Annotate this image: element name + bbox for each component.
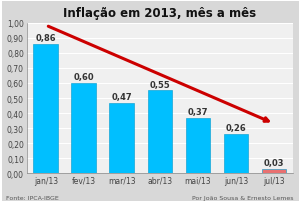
Title: Inflação em 2013, mês a mês: Inflação em 2013, mês a mês	[63, 7, 256, 20]
Text: 0,26: 0,26	[226, 123, 246, 133]
Bar	[33, 45, 58, 173]
Bar	[71, 84, 96, 173]
Text: 0,60: 0,60	[74, 73, 94, 82]
Text: 0,55: 0,55	[149, 80, 170, 89]
Bar	[262, 169, 286, 173]
Bar	[186, 118, 210, 173]
Text: 0,86: 0,86	[35, 34, 56, 43]
Bar	[148, 91, 172, 173]
Bar	[224, 134, 248, 173]
Text: Por João Sousa & Ernesto Lemes: Por João Sousa & Ernesto Lemes	[193, 195, 294, 200]
Text: 0,03: 0,03	[264, 158, 284, 167]
Bar	[110, 103, 134, 173]
Text: 0,47: 0,47	[112, 92, 132, 101]
Text: Fonte: IPCA-IBGE: Fonte: IPCA-IBGE	[6, 195, 59, 200]
Text: 0,37: 0,37	[188, 107, 208, 116]
